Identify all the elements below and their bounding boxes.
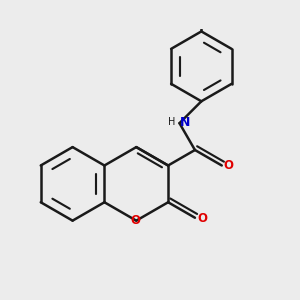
Text: O: O: [197, 212, 207, 225]
Text: O: O: [224, 159, 234, 172]
Text: N: N: [179, 116, 190, 129]
Text: O: O: [130, 214, 140, 227]
Text: H: H: [168, 117, 175, 127]
